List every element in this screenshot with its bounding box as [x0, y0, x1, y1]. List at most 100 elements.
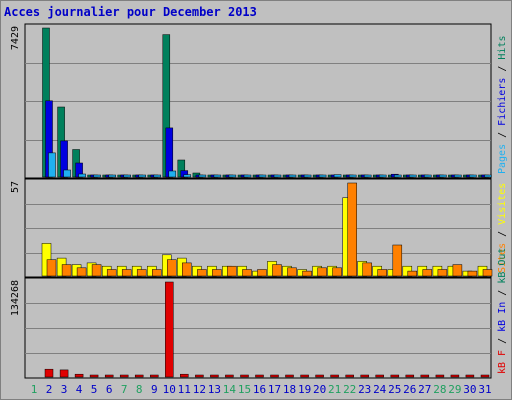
day-label-6: 6	[106, 383, 113, 396]
day-label-13: 13	[208, 383, 221, 396]
legend-item: Fichiers	[497, 78, 508, 126]
bar-kb-f-day-2	[44, 368, 54, 378]
bar-sites-day-18	[287, 267, 297, 277]
y-max-label-sites: 57	[10, 181, 21, 193]
bar-sites-day-17	[272, 264, 282, 277]
day-label-28: 28	[433, 383, 446, 396]
bar-pages-day-2	[48, 152, 56, 178]
day-label-23: 23	[358, 383, 371, 396]
bar-kb-f-day-20	[315, 374, 324, 378]
day-label-18: 18	[283, 383, 296, 396]
bar-pages-day-21	[333, 174, 342, 178]
bar-pages-day-30	[469, 174, 477, 178]
day-label-31: 31	[478, 383, 491, 396]
bar-kb-f-day-21	[330, 374, 339, 378]
bar-kb-f-day-22	[345, 374, 354, 378]
bar-pages-day-17	[273, 174, 282, 178]
bar-sites-day-26	[407, 270, 418, 277]
day-label-20: 20	[313, 383, 326, 396]
bar-pages-day-3	[63, 169, 71, 178]
bar-pages-day-28	[439, 174, 447, 178]
bar-sites-day-16	[257, 269, 267, 277]
legend-item: kB Out	[497, 248, 508, 284]
bar-kb-f-day-16	[255, 374, 264, 378]
bar-pages-day-11	[183, 174, 192, 178]
day-label-12: 12	[193, 383, 206, 396]
panel-visits: 7429 Pages / Fichiers / Hits	[10, 23, 508, 179]
bar-pages-day-29	[454, 174, 462, 178]
legend-item: kB F	[497, 350, 508, 374]
bar-kb-f-day-4	[74, 373, 84, 378]
legend-item: Visites	[497, 183, 508, 225]
day-label-10: 10	[163, 383, 176, 396]
day-label-14: 14	[223, 383, 237, 396]
legend-item: kB In	[497, 302, 508, 332]
bar-sites-day-28	[437, 269, 448, 277]
bar-pages-day-5	[93, 174, 101, 178]
chart-title: Acces journalier pour December 2013	[4, 5, 257, 19]
bar-pages-day-14	[228, 174, 237, 178]
legend-item: /	[497, 332, 508, 350]
bar-kb-f-day-31	[480, 374, 490, 378]
day-label-24: 24	[373, 383, 387, 396]
bar-sites-day-3	[61, 264, 72, 277]
day-label-5: 5	[91, 383, 98, 396]
bar-sites-day-24	[377, 269, 387, 277]
bar-pages-day-19	[303, 174, 312, 178]
day-label-4: 4	[76, 383, 83, 396]
bar-kb-f-day-14	[225, 374, 234, 378]
bar-sites-day-12	[197, 269, 207, 277]
legend-item: /	[497, 60, 508, 78]
bar-sites-day-8	[136, 269, 147, 277]
day-label-8: 8	[136, 383, 143, 396]
bar-kb-f-day-11	[180, 373, 189, 378]
bar-sites-day-11	[182, 262, 192, 277]
bar-kb-f-day-24	[375, 374, 384, 378]
bar-kb-f-day-28	[435, 374, 445, 378]
bar-kb-f-day-3	[59, 369, 69, 378]
day-label-7: 7	[121, 383, 128, 396]
bar-sites-day-14	[227, 265, 237, 277]
bar-kb-f-day-17	[270, 374, 279, 378]
bar-kb-f-day-23	[360, 374, 369, 378]
bar-sites-day-2	[46, 259, 57, 277]
bar-pages-day-26	[409, 174, 417, 178]
bar-kb-f-day-13	[210, 374, 219, 378]
day-label-16: 16	[253, 383, 266, 396]
day-label-25: 25	[388, 383, 401, 396]
day-label-3: 3	[61, 383, 68, 396]
bar-pages-day-10	[168, 170, 177, 178]
legend-item: Hits	[497, 36, 508, 60]
legend-item: /	[497, 126, 508, 144]
bar-sites-day-15	[242, 269, 252, 277]
panel-sites: 57 Sites / Visites	[10, 178, 508, 278]
bar-sites-day-29	[452, 264, 463, 277]
bar-kb-f-day-5	[89, 374, 99, 378]
bar-pages-day-16	[258, 174, 267, 178]
day-label-15: 15	[238, 383, 251, 396]
bar-fichiers-day-10	[165, 127, 174, 178]
legend-item: /	[497, 225, 508, 243]
bar-pages-day-31	[484, 174, 492, 178]
bar-pages-day-24	[378, 174, 387, 178]
legend-item: Sites	[497, 243, 508, 273]
bar-kb-f-day-15	[240, 374, 249, 378]
bar-pages-day-9	[153, 174, 162, 178]
bar-kb-f-day-10	[165, 281, 174, 378]
bar-sites-day-5	[91, 264, 102, 277]
bar-pages-day-12	[198, 174, 207, 178]
bar-sites-day-10	[167, 259, 177, 277]
legend-visits: Pages / Fichiers / Hits	[497, 36, 508, 175]
bar-pages-day-25	[394, 174, 402, 178]
bar-sites-day-22	[347, 182, 357, 277]
bar-kb-f-day-29	[450, 374, 460, 378]
day-label-27: 27	[418, 383, 431, 396]
bar-sites-day-7	[121, 269, 132, 277]
y-max-label-traffic: 134268	[10, 280, 21, 316]
bar-kb-f-day-18	[285, 374, 294, 378]
day-label-9: 9	[151, 383, 158, 396]
day-label-19: 19	[298, 383, 311, 396]
day-axis: 1 2 3 4 5 6 7 8 9 10 11 12 13 14 15 16 17 18 19 20 21 22 23 24 2…	[31, 383, 492, 396]
bar-sites-day-21	[332, 267, 342, 277]
bar-sites-day-31	[482, 269, 493, 277]
